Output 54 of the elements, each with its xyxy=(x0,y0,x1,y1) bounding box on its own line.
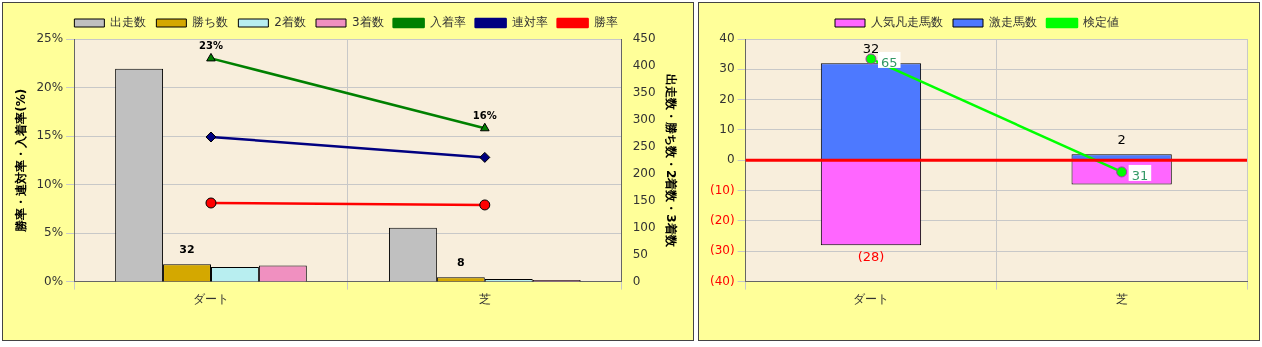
data-label: 23% xyxy=(199,40,223,51)
legend-label: 人気凡走馬数 xyxy=(871,15,943,30)
legend-label: 激走馬数 xyxy=(989,15,1037,30)
legend-label: 勝率 xyxy=(593,15,618,30)
legend-label: 3着数 xyxy=(352,15,384,30)
y-tick-label: 20 xyxy=(719,91,735,106)
y-tick-label: 40 xyxy=(719,31,735,46)
legend-label: 勝ち数 xyxy=(192,15,229,30)
y-tick-label: 10% xyxy=(36,176,64,191)
point xyxy=(205,131,217,143)
point xyxy=(205,197,217,209)
y2-tick-label: 250 xyxy=(632,138,656,153)
data-label: 16% xyxy=(472,109,497,121)
y-tick-label: 25% xyxy=(36,31,64,46)
y2-tick-label: 50 xyxy=(632,246,648,261)
y-tick-label: 0% xyxy=(44,273,64,288)
y2-tick-label: 150 xyxy=(632,192,656,207)
data-label: (28) xyxy=(857,249,885,265)
data-label: 32 xyxy=(862,40,880,56)
data-label: 8 xyxy=(457,256,465,270)
x-tick-label: 芝 xyxy=(478,291,491,306)
data-label: 31 xyxy=(1131,168,1149,184)
y2-tick-label: 450 xyxy=(632,31,656,46)
y2-tick-label: 300 xyxy=(632,111,656,126)
legend-label: 入着率 xyxy=(429,15,466,30)
y-tick-label: 30 xyxy=(719,61,735,76)
y-tick-label: (40) xyxy=(709,273,735,288)
data-label: 65 xyxy=(880,55,898,71)
y2-axis-title: 出走数・勝ち数・2着数・3着数 xyxy=(663,73,678,248)
data-label: 32 xyxy=(179,243,195,257)
legend-label: 検定値 xyxy=(1083,15,1119,30)
y-tick-label: 5% xyxy=(44,225,64,240)
y-tick-label: 20% xyxy=(36,79,64,94)
legend-label: 連対率 xyxy=(511,15,548,30)
x-tick-label: ダート xyxy=(852,291,889,306)
y2-tick-label: 100 xyxy=(632,219,656,234)
y2-tick-label: 200 xyxy=(632,165,656,180)
x-tick-label: 芝 xyxy=(1115,291,1128,306)
y-tick-label: 0 xyxy=(726,152,735,167)
legend-label: 出走数 xyxy=(110,15,147,30)
y-tick-label: (20) xyxy=(709,213,735,228)
y2-tick-label: 400 xyxy=(632,58,656,73)
data-label: 2 xyxy=(1117,131,1126,147)
y-tick-label: 15% xyxy=(36,128,64,143)
y-axis-title: 勝率・連対率・入着率(%) xyxy=(14,88,29,233)
y-tick-label: (10) xyxy=(709,182,735,197)
y2-tick-label: 0 xyxy=(632,273,641,288)
legend-label: 2着数 xyxy=(274,15,307,30)
point xyxy=(479,199,491,211)
point xyxy=(479,151,491,163)
y-tick-label: (30) xyxy=(709,243,735,258)
x-tick-label: ダート xyxy=(192,291,229,306)
y-tick-label: 10 xyxy=(719,122,735,137)
y2-tick-label: 350 xyxy=(632,85,656,100)
